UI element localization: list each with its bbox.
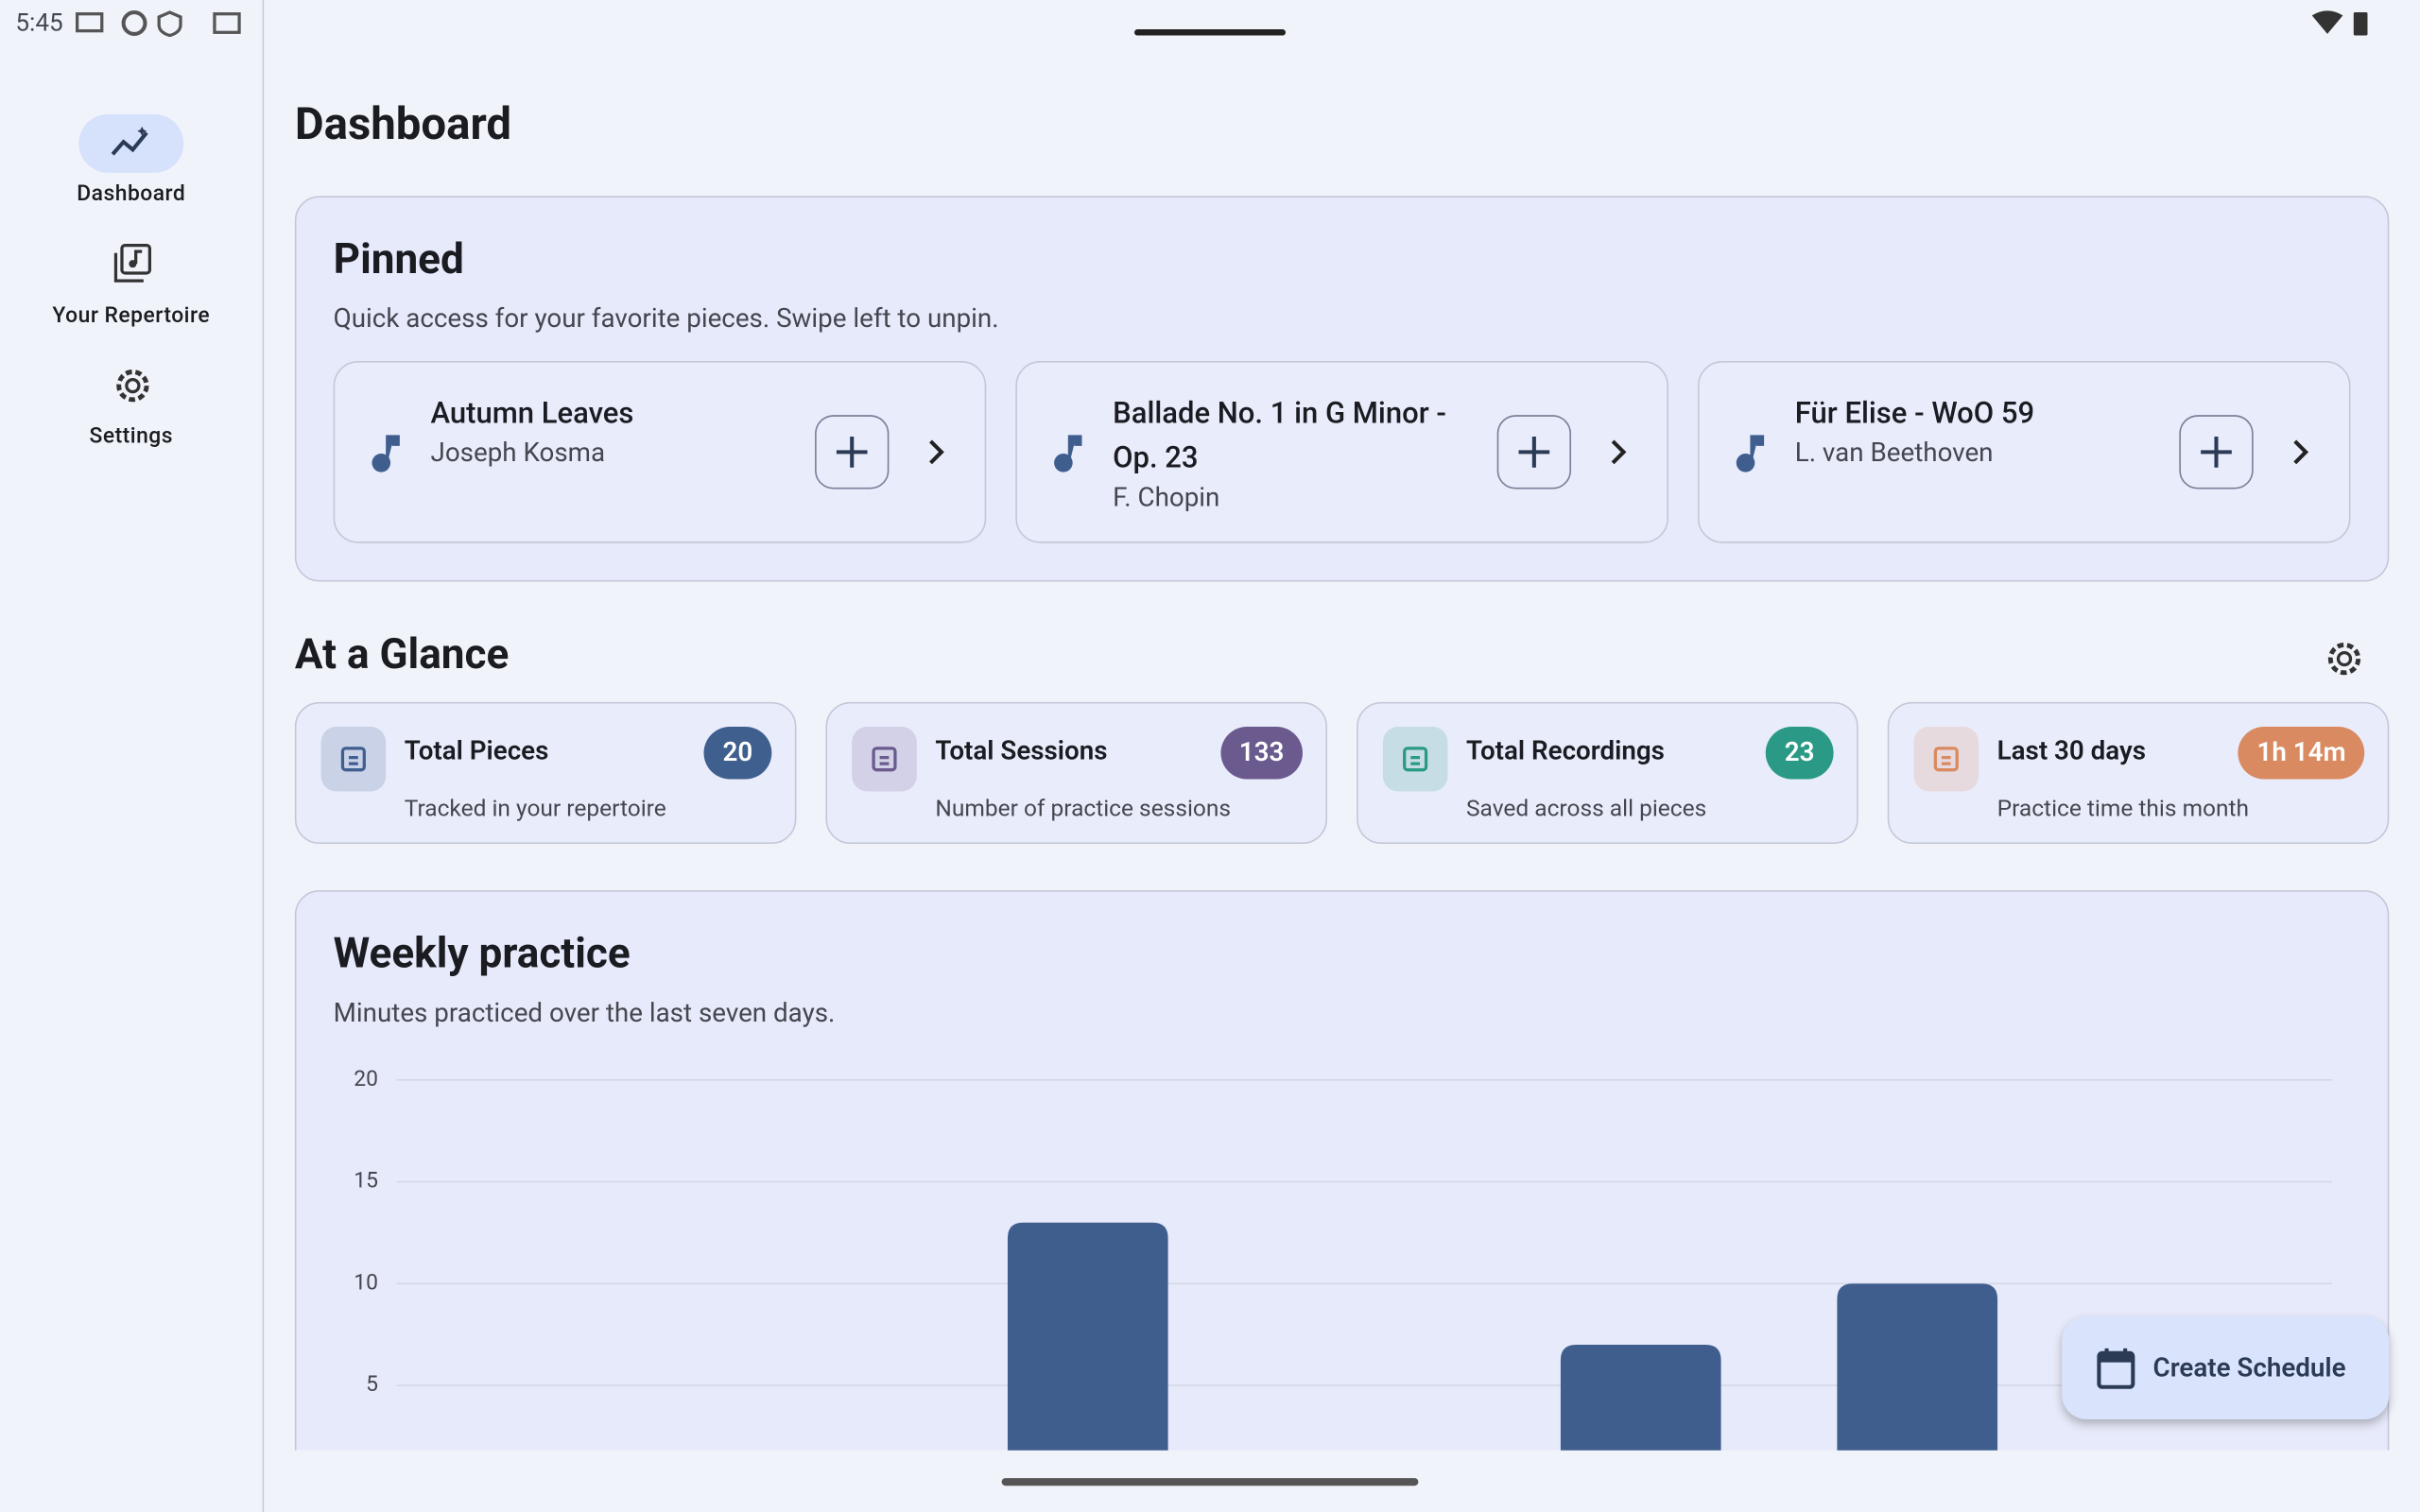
piece-title: Für Elise - WoO 59 (1794, 394, 2035, 431)
status-time: 5:45 (15, 8, 63, 38)
piece-composer: Joseph Kosma (430, 438, 606, 470)
add-button[interactable] (2179, 415, 2254, 490)
stat-title: Last 30 days (1996, 735, 2147, 767)
chart-clip: Weekly practice Minutes practiced over t… (294, 890, 2390, 1451)
status-icons (75, 10, 241, 38)
nav-label[interactable]: Your Repertoire (52, 303, 211, 329)
y-tick-label: 5 (366, 1371, 378, 1397)
stat-subtitle: Practice time this month (1996, 794, 2250, 823)
piece-title: Autumn Leaves (430, 394, 634, 431)
stat-subtitle: Saved across all pieces (1466, 794, 1707, 823)
bar (1837, 1283, 1998, 1451)
chart-card: Weekly practice Minutes practiced over t… (294, 890, 2390, 1451)
chart-subtitle: Minutes practiced over the last seven da… (333, 998, 836, 1029)
y-tick-label: 10 (354, 1269, 378, 1295)
add-button[interactable] (1496, 415, 1572, 490)
nav-label[interactable]: Dashboard (77, 181, 186, 207)
y-tick-label: 20 (354, 1066, 378, 1091)
stat-title: Total Recordings (1466, 735, 1665, 767)
nav-icon-repertoire[interactable] (112, 242, 155, 285)
pinned-item[interactable]: Für Elise - WoO 59 L. van Beethoven (1697, 361, 2351, 543)
stat-value: 20 (703, 726, 772, 780)
pinned-subtitle: Quick access for your favorite pieces. S… (333, 303, 999, 335)
nav-label[interactable]: Settings (89, 423, 174, 450)
stat-card: Total Recordings 23 Saved across all piece… (1357, 701, 1858, 845)
status-right (2311, 10, 2368, 36)
chart-title: Weekly practice (333, 928, 631, 979)
stat-value: 1h 14m (2238, 726, 2365, 780)
piece-composer: F. Chopin (1113, 483, 1220, 514)
stat-card: Total Sessions 133 Number of practice sess… (825, 701, 1328, 845)
pinned-title: Pinned (333, 234, 464, 284)
nav-icon-dashboard[interactable] (108, 124, 154, 163)
stat-card: Total Pieces 20 Tracked in your repertoire (294, 701, 797, 845)
piece-title: Ballade No. 1 in G Minor - Op. 23 (1113, 394, 1446, 475)
notch-bar (1133, 29, 1286, 36)
bar (1560, 1345, 1721, 1451)
stat-value: 133 (1220, 726, 1303, 780)
fab-label: Create Schedule (2152, 1352, 2346, 1384)
page-title: Dashboard (294, 98, 512, 151)
glance-settings[interactable] (2323, 637, 2366, 680)
chart: 5 10 15 20 (354, 1066, 2332, 1451)
piece-composer: L. van Beethoven (1794, 438, 1994, 470)
stat-subtitle: Tracked in your repertoire (404, 794, 666, 823)
fab-icon (2097, 1348, 2135, 1389)
stat-value: 23 (1765, 726, 1834, 780)
glance-title: At a Glance (294, 629, 510, 679)
home-bar (1001, 1478, 1419, 1486)
pinned-item[interactable]: Autumn Leaves Joseph Kosma (333, 361, 987, 543)
stat-subtitle: Number of practice sessions (935, 794, 1232, 823)
stat-title: Total Pieces (404, 735, 549, 767)
fab[interactable]: Create Schedule (2062, 1315, 2390, 1420)
add-button[interactable] (815, 415, 890, 490)
y-tick-label: 15 (354, 1168, 378, 1194)
stat-card: Last 30 days 1h 14m Practice time this mon… (1887, 701, 2390, 845)
pinned-item[interactable]: Ballade No. 1 in G Minor - Op. 23 F. Chop… (1015, 361, 1668, 543)
nav-indicator (78, 113, 184, 173)
stat-title: Total Sessions (935, 735, 1108, 767)
nav-divider (262, 0, 265, 1512)
nav-icon-settings[interactable] (112, 364, 155, 407)
bar (1007, 1222, 1168, 1451)
